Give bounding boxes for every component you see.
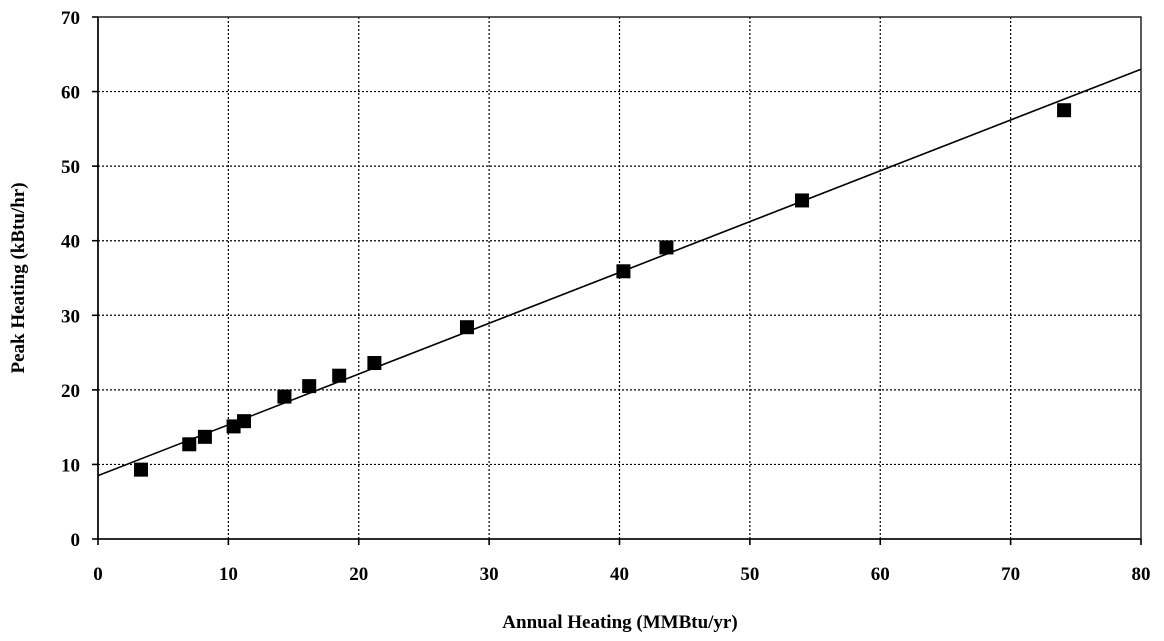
data-point-11 <box>616 264 631 279</box>
y-tick-label-0: 0 <box>71 530 81 551</box>
x-tick-label-80: 80 <box>1132 564 1151 585</box>
data-point-14 <box>1057 103 1072 118</box>
axes <box>92 16 1142 545</box>
x-tick-label-50: 50 <box>740 564 759 585</box>
x-axis-title: Annual Heating (MMBtu/yr) <box>502 612 737 633</box>
data-point-5 <box>237 414 252 429</box>
y-tick-label-70: 70 <box>61 8 80 29</box>
data-point-12 <box>659 240 674 255</box>
data-point-9 <box>367 356 382 371</box>
x-tick-label-70: 70 <box>1001 564 1020 585</box>
x-tick-label-40: 40 <box>610 564 629 585</box>
y-tick-label-50: 50 <box>61 157 80 178</box>
x-tick-label-10: 10 <box>219 564 238 585</box>
y-tick-label-40: 40 <box>61 232 80 253</box>
data-point-8 <box>332 368 347 383</box>
data-point-10 <box>459 320 474 335</box>
x-tick-label-60: 60 <box>871 564 890 585</box>
data-point-6 <box>277 389 292 404</box>
y-tick-label-30: 30 <box>61 306 80 327</box>
y-tick-label-60: 60 <box>61 83 80 104</box>
y-tick-labels: 0 10 20 30 40 50 60 70 <box>61 8 80 551</box>
data-point-1 <box>134 462 149 477</box>
x-tick-labels: 0 10 20 30 40 50 60 70 80 <box>93 564 1150 585</box>
data-point-13 <box>795 193 810 208</box>
data-point-7 <box>302 379 317 394</box>
data-points <box>134 103 1072 477</box>
y-tick-label-20: 20 <box>61 381 80 402</box>
y-tick-label-10: 10 <box>61 455 80 476</box>
x-tick-label-0: 0 <box>93 564 103 585</box>
data-point-3 <box>197 429 212 444</box>
y-axis-title: Peak Heating (kBtu/hr) <box>8 182 29 373</box>
data-point-2 <box>182 437 197 452</box>
x-tick-label-20: 20 <box>349 564 368 585</box>
x-tick-label-30: 30 <box>480 564 499 585</box>
